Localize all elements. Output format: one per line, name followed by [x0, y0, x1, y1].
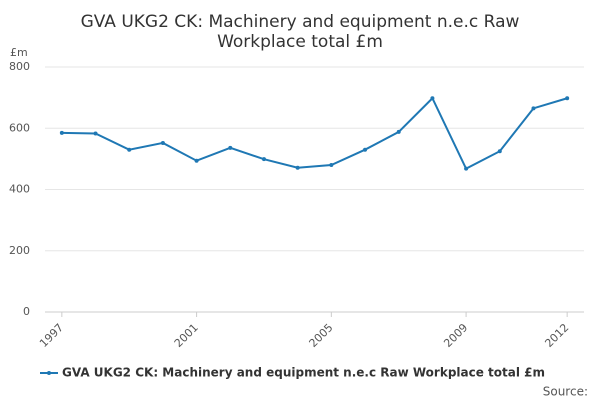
- y-tick-label: 600: [9, 121, 30, 134]
- data-point: [531, 106, 536, 111]
- y-tick-label: 800: [9, 60, 30, 73]
- data-point: [93, 131, 98, 136]
- data-point: [194, 158, 199, 163]
- y-tick-label: 0: [23, 305, 30, 318]
- data-point: [295, 165, 300, 170]
- data-point: [464, 166, 469, 171]
- legend-label: GVA UKG2 CK: Machinery and equipment n.e…: [62, 366, 545, 380]
- source: Source:: [543, 385, 588, 399]
- data-point: [228, 145, 233, 150]
- data-point: [497, 149, 502, 154]
- x-tick-label: 1997: [37, 321, 66, 350]
- legend-swatch-dot: [47, 371, 51, 375]
- data-point: [363, 147, 368, 152]
- data-point: [430, 96, 435, 101]
- data-point: [160, 140, 165, 145]
- data-point: [59, 130, 64, 135]
- x-tick-label: 2009: [441, 321, 470, 350]
- x-tick-label: 2012: [542, 321, 571, 350]
- x-tick-label: 2001: [172, 321, 201, 350]
- chart-title: GVA UKG2 CK: Machinery and equipment n.e…: [81, 12, 520, 32]
- series-line: [61, 96, 568, 171]
- data-point: [565, 96, 570, 101]
- chart-title: Workplace total £m: [217, 32, 383, 52]
- data-point: [127, 147, 132, 152]
- data-point: [329, 163, 334, 167]
- x-tick-label: 2005: [307, 321, 336, 350]
- y-tick-label: 200: [9, 244, 30, 257]
- y-axis-label: £m: [10, 46, 28, 59]
- data-point: [261, 157, 266, 162]
- data-point: [396, 129, 401, 134]
- y-tick-label: 400: [9, 183, 30, 196]
